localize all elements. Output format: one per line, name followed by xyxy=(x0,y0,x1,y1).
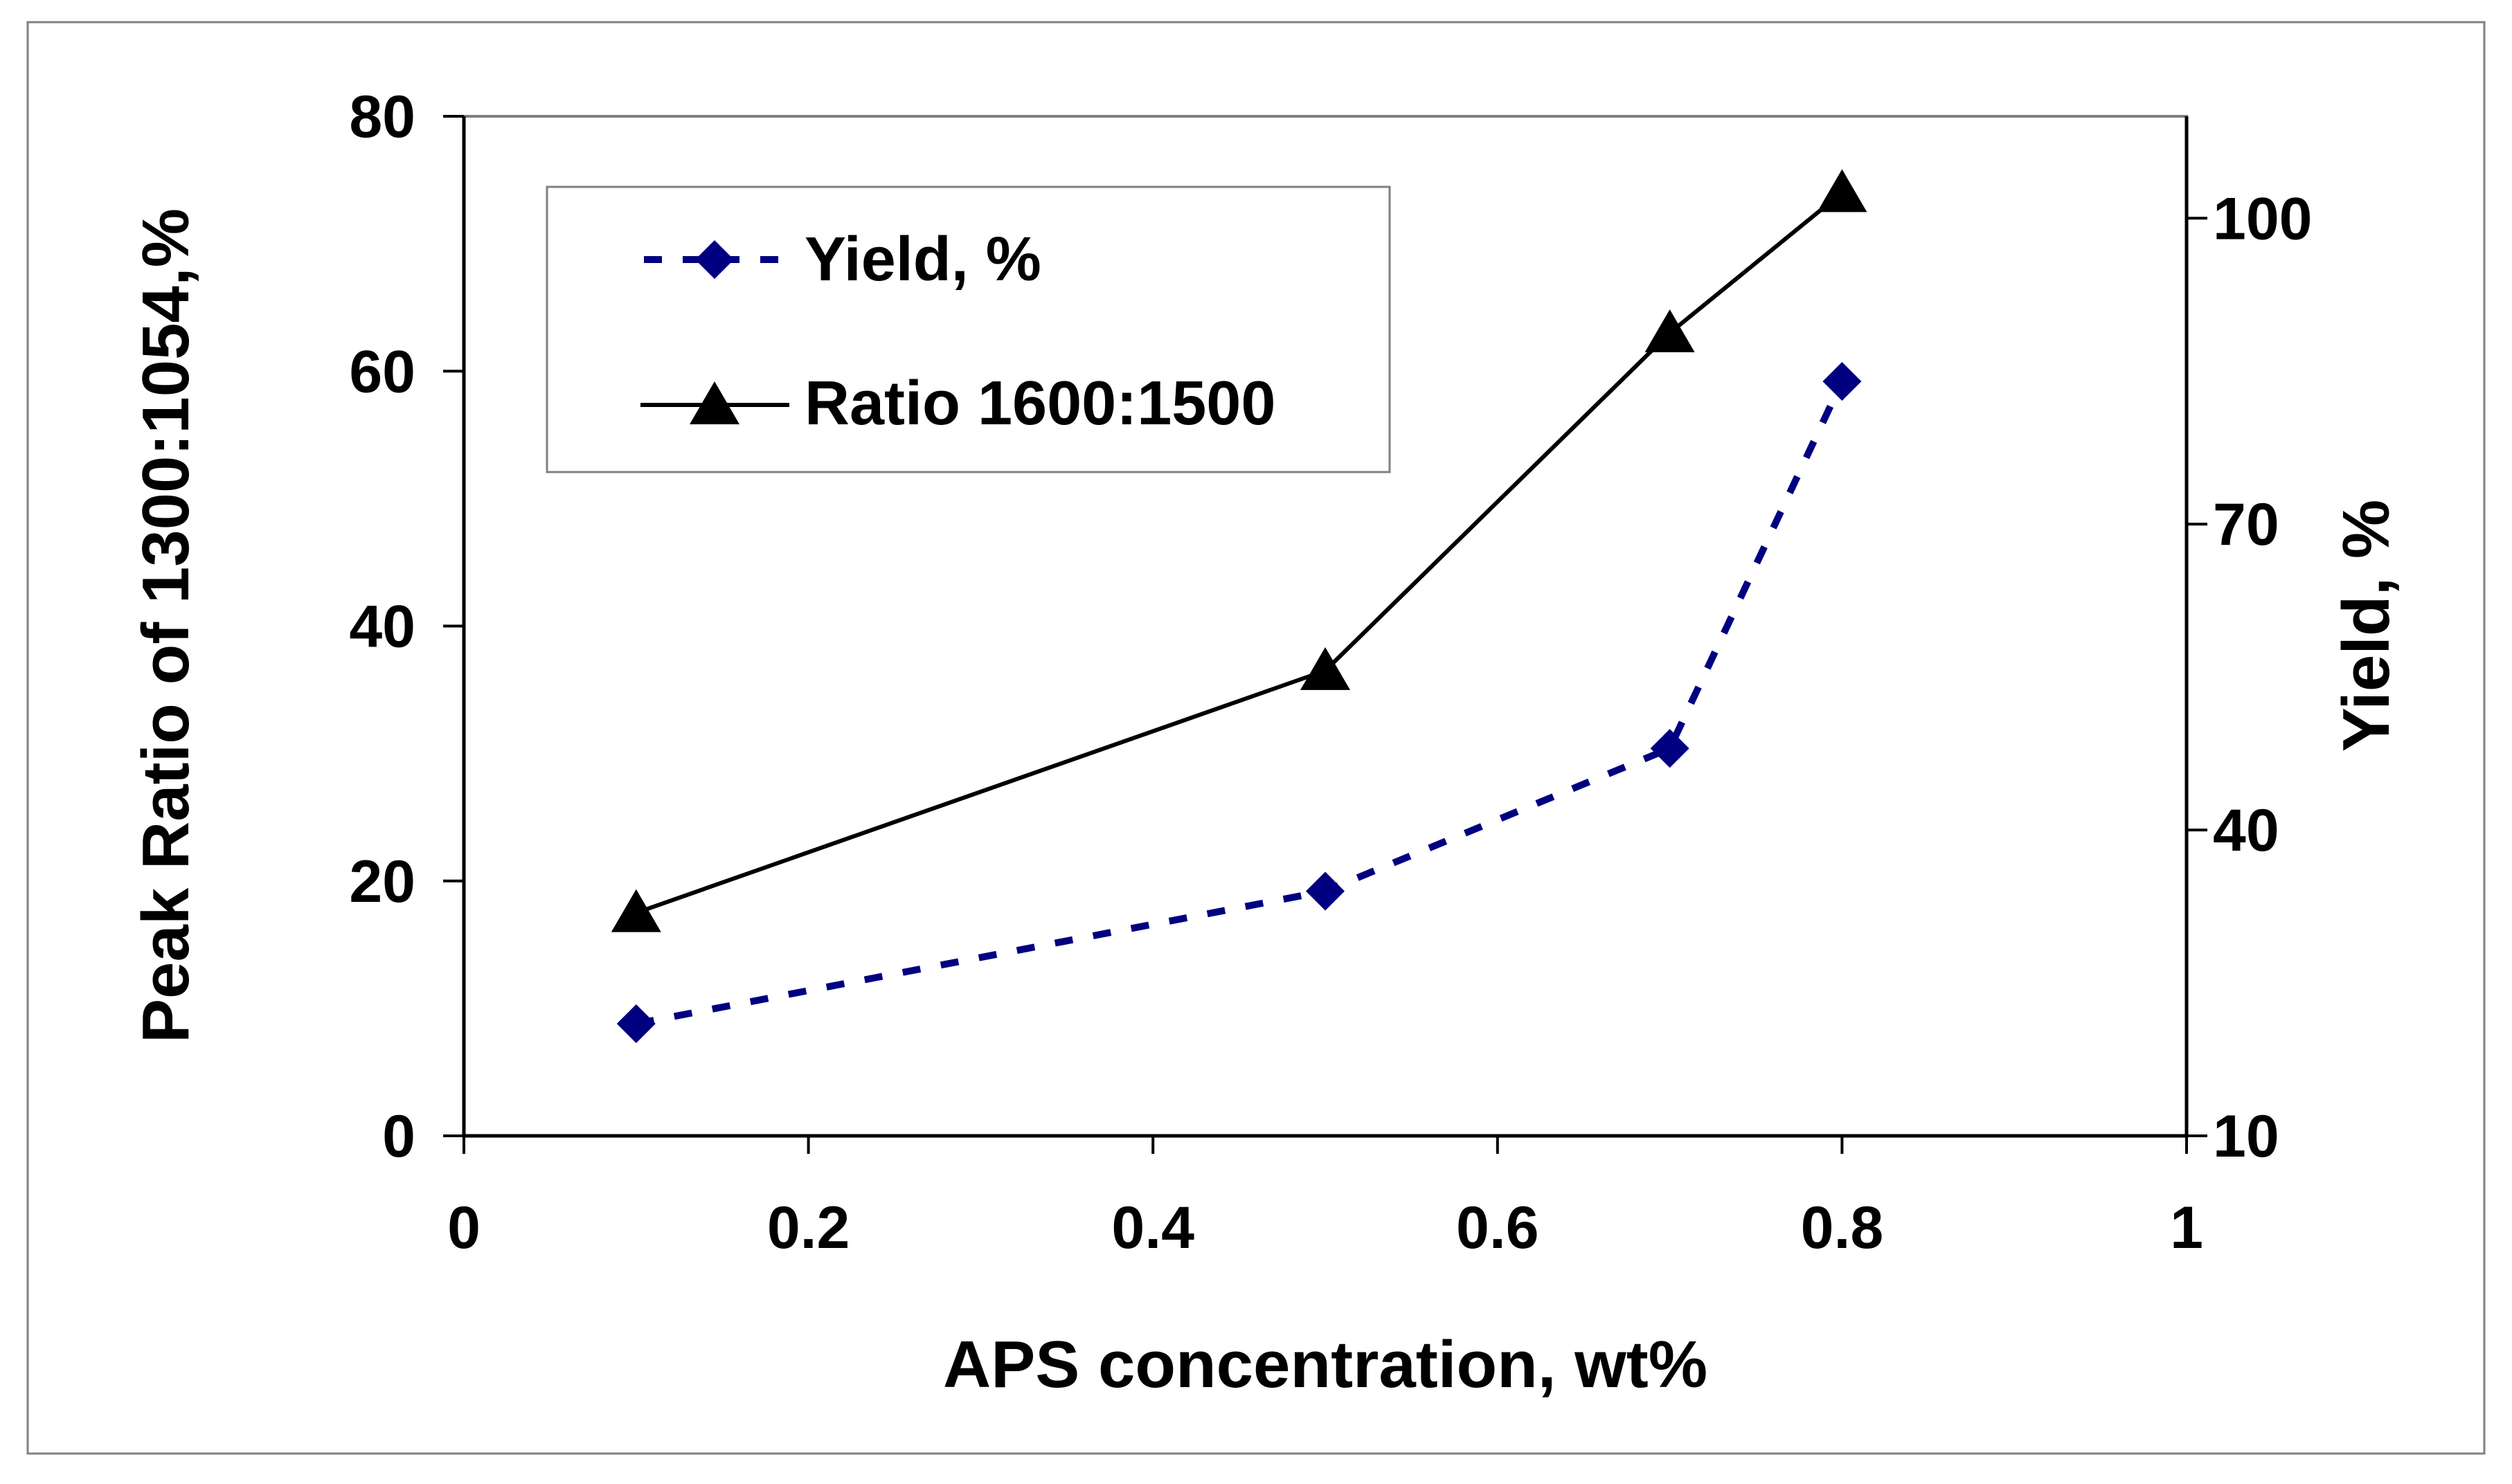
y-right-ticks: 10 40 70 100 xyxy=(2187,186,2313,1170)
ratio-point xyxy=(1817,169,1867,212)
y-left-ticks: 0 20 40 60 80 xyxy=(349,84,464,1170)
x-tick-label: 0.8 xyxy=(1801,1195,1884,1261)
y-right-tick-label: 10 xyxy=(2213,1103,2279,1170)
x-tick-label: 1 xyxy=(2170,1195,2203,1261)
y-left-tick-label: 60 xyxy=(349,338,415,405)
y-right-tick-label: 100 xyxy=(2213,186,2313,252)
y-axis-left-title: Peak Ratio of 1300:1054,% xyxy=(129,208,203,1043)
x-axis-title: APS concentration, wt% xyxy=(943,1328,1707,1402)
series-line-yield xyxy=(635,379,1845,1027)
y-left-tick-label: 40 xyxy=(349,594,415,660)
legend-ratio-marker xyxy=(690,381,739,424)
ratio-point xyxy=(611,889,661,932)
y-left-tick-label: 20 xyxy=(349,849,415,915)
legend-ratio-label: Ratio 1600:1500 xyxy=(805,369,1275,438)
x-tick-label: 0.6 xyxy=(1456,1195,1539,1261)
ratio-point xyxy=(1644,309,1695,352)
x-tick-label: 0 xyxy=(447,1195,481,1261)
yield-point xyxy=(1306,871,1345,911)
legend-yield-label: Yield, % xyxy=(805,225,1041,294)
x-ticks: 0 0.2 0.4 0.6 0.8 1 xyxy=(447,1136,2203,1261)
y-right-tick-label: 70 xyxy=(2213,491,2279,558)
legend-box xyxy=(546,186,1391,473)
series-line-ratio xyxy=(635,191,1844,915)
y-left-tick-label: 0 xyxy=(382,1103,415,1170)
legend: Yield, % Ratio 1600:1500 xyxy=(546,186,1391,473)
yield-point xyxy=(616,1004,656,1043)
y-axis-right-title: Yield, % xyxy=(2329,500,2403,752)
ratio-point xyxy=(1300,646,1350,690)
legend-yield-marker xyxy=(695,240,734,279)
x-tick-label: 0.2 xyxy=(767,1195,850,1261)
y-right-tick-label: 40 xyxy=(2213,797,2279,864)
x-tick-label: 0.4 xyxy=(1111,1195,1194,1261)
y-left-tick-label: 80 xyxy=(349,84,415,150)
series-layer xyxy=(611,169,1867,1043)
yield-point xyxy=(1822,361,1862,401)
yield-point xyxy=(1650,729,1689,768)
